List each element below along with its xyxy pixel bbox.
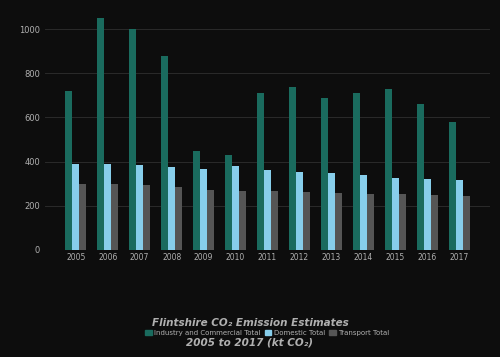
Bar [462, 196, 470, 250]
Bar [353, 93, 360, 250]
Bar [328, 173, 335, 250]
Bar [271, 191, 278, 250]
Bar [193, 151, 200, 250]
Bar [72, 164, 80, 250]
Bar [296, 172, 303, 250]
Bar [289, 87, 296, 250]
Bar [168, 167, 175, 250]
Bar [207, 190, 214, 250]
Bar [448, 122, 456, 250]
Bar [424, 179, 431, 250]
Bar [97, 18, 104, 250]
Bar [225, 155, 232, 250]
Bar [321, 97, 328, 250]
Bar [399, 194, 406, 250]
Bar [65, 91, 72, 250]
Text: 2005 to 2017 (kt CO₂): 2005 to 2017 (kt CO₂) [186, 338, 314, 348]
Bar [392, 178, 399, 250]
Bar [104, 164, 111, 250]
Bar [367, 193, 374, 250]
Bar [360, 175, 367, 250]
Bar [303, 192, 310, 250]
Bar [111, 184, 118, 250]
Bar [136, 165, 143, 250]
Bar [257, 93, 264, 250]
Bar [175, 187, 182, 250]
Bar [456, 180, 462, 250]
Text: Flintshire CO₂ Emission Estimates: Flintshire CO₂ Emission Estimates [152, 318, 348, 328]
Bar [143, 185, 150, 250]
Bar [239, 191, 246, 250]
Bar [264, 170, 271, 250]
Bar [161, 56, 168, 250]
Bar [416, 104, 424, 250]
Bar [431, 195, 438, 250]
Legend: Industry and Commercial Total, Domestic Total, Transport Total: Industry and Commercial Total, Domestic … [142, 327, 392, 339]
Bar [200, 169, 207, 250]
Bar [129, 29, 136, 250]
Bar [335, 192, 342, 250]
Bar [385, 89, 392, 250]
Bar [232, 166, 239, 250]
Bar [80, 184, 86, 250]
